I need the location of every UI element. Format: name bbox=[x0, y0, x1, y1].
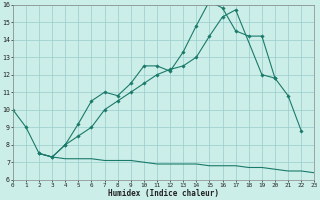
X-axis label: Humidex (Indice chaleur): Humidex (Indice chaleur) bbox=[108, 189, 219, 198]
